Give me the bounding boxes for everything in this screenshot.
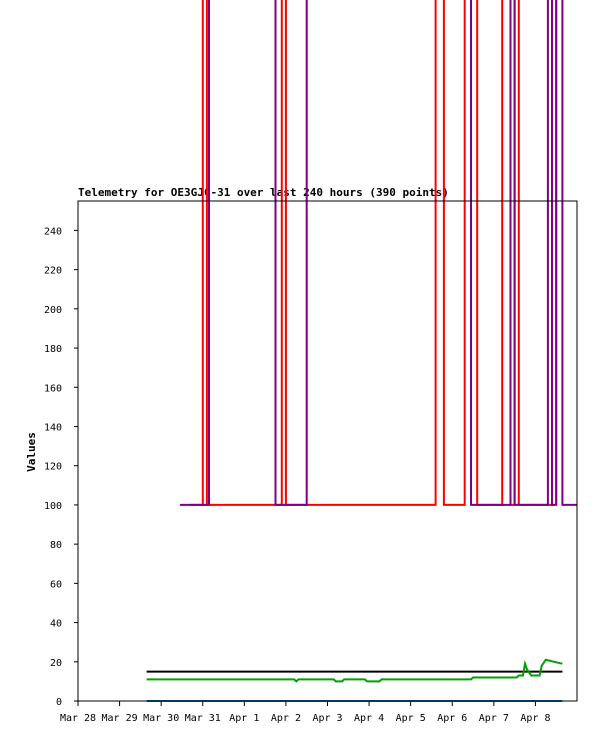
y-tick-label: 0 (56, 697, 62, 708)
chart-title: Telemetry for OE3GJC-31 over last 240 ho… (78, 186, 449, 199)
x-tick-label: Apr 3 (312, 713, 342, 724)
y-tick-label: 140 (44, 422, 62, 433)
x-tick-label: Apr 1 (229, 713, 259, 724)
y-tick-label: 20 (50, 658, 62, 669)
x-tick-label: Mar 31 (185, 713, 221, 724)
series-line-green (146, 658, 563, 683)
x-tick-label: Apr 7 (479, 713, 509, 724)
x-tick-label: Mar 30 (143, 713, 179, 724)
y-tick-label: 60 (50, 579, 62, 590)
x-axis: Mar 28 Mar 29 Mar 30 Mar 31 Apr 1 Apr 2 Apr 3 A… (60, 701, 550, 724)
series-layer (146, 0, 577, 702)
y-tick-label: 180 (44, 344, 62, 355)
y-tick-label: 160 (44, 383, 62, 394)
y-axis-label: Values (25, 432, 38, 472)
x-tick-label: Apr 4 (354, 713, 384, 724)
x-tick-label: Apr 5 (396, 713, 426, 724)
x-tick-label: Mar 28 (60, 713, 96, 724)
y-tick-label: 240 (44, 226, 62, 237)
y-tick-label: 80 (50, 540, 62, 551)
x-tick-label: Apr 2 (271, 713, 301, 724)
series-line-red (190, 0, 558, 506)
x-tick-label: Apr 6 (437, 713, 467, 724)
y-tick-label: 220 (44, 266, 62, 277)
y-tick-label: 100 (44, 501, 62, 512)
y-axis: 0 20 40 60 80 100 120 140 160 180 200 220 240 (44, 226, 78, 708)
x-tick-label: Apr 8 (520, 713, 550, 724)
x-tick-label: Mar 29 (102, 713, 138, 724)
y-tick-label: 120 (44, 462, 62, 473)
y-tick-label: 200 (44, 305, 62, 316)
series-line-purple (179, 0, 577, 506)
y-tick-label: 40 (50, 619, 62, 630)
